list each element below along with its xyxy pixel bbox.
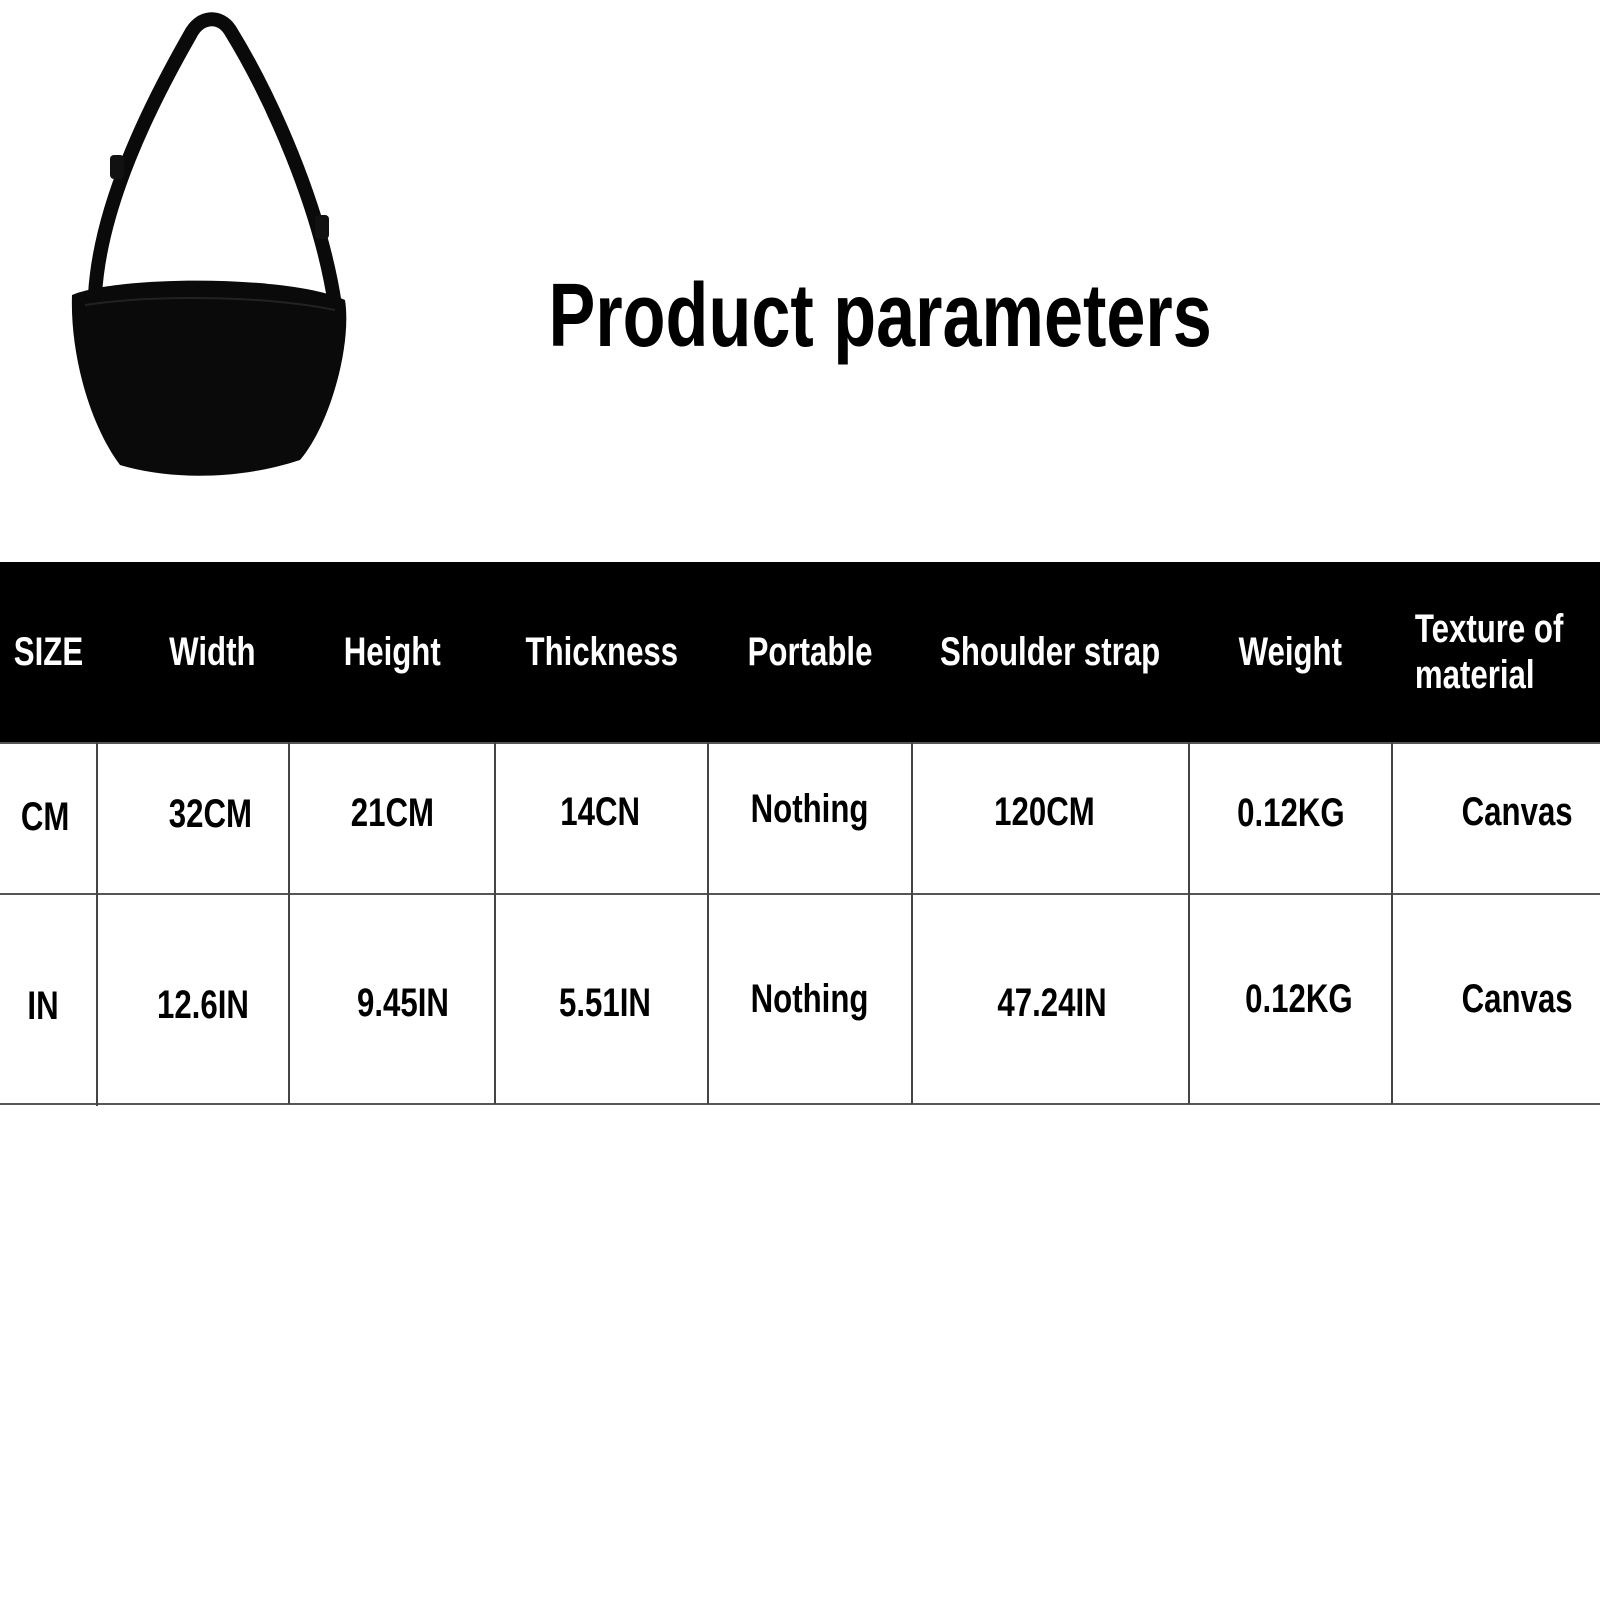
cell-portable: Nothing (708, 893, 912, 1105)
cell-unit: CM (0, 742, 90, 893)
cell-thickness: 14CN (495, 742, 705, 882)
header-width: Width (97, 562, 327, 742)
header-size: SIZE (0, 562, 97, 742)
cell-portable: Nothing (708, 742, 912, 877)
page-title-text: Product parameters (548, 266, 1212, 366)
cell-thickness: 5.51IN (495, 893, 715, 1113)
column-divider (1188, 742, 1190, 1104)
cell-text: Nothing (751, 787, 869, 831)
cell-text: Height (343, 629, 441, 674)
cell-text: Width (169, 629, 256, 674)
cell-texture: Canvas (1392, 893, 1600, 1105)
cell-weight: 0.12KG (1189, 742, 1392, 884)
cell-unit: IN (0, 893, 86, 1119)
product-image-bag (71, 12, 347, 476)
cell-text: Weight (1238, 629, 1343, 674)
cell-weight: 0.12KG (1189, 893, 1409, 1105)
cell-text: Thickness (525, 629, 678, 674)
cell-texture: Canvas (1392, 742, 1600, 882)
cell-text: Canvas (1461, 976, 1573, 1021)
cell-text: 21CM (350, 790, 434, 835)
table-header: SIZE Width Height Thickness Portable Sho… (0, 562, 1600, 742)
header-shoulder-strap: Shoulder strap (912, 562, 1189, 742)
header-thickness: Thickness (495, 562, 708, 742)
cell-text: Canvas (1461, 789, 1573, 834)
cell-shoulder-strap: 47.24IN (912, 893, 1192, 1113)
row-divider (0, 742, 1600, 744)
cell-text: Portable (747, 629, 873, 674)
header-height: Height (289, 562, 495, 742)
cell-shoulder-strap: 120CM (912, 742, 1177, 882)
cell-text: CM (20, 795, 70, 839)
cell-text: Nothing (751, 976, 869, 1021)
header-portable: Portable (708, 562, 912, 742)
page-title: Product parameters (430, 265, 1330, 368)
header-texture: Texture of material (1392, 562, 1600, 742)
cell-text: 5.51IN (559, 980, 651, 1025)
cell-height: 21CM (289, 742, 495, 884)
cell-text: 120CM (994, 789, 1095, 834)
row-divider (0, 893, 1600, 895)
cell-text: 14CN (560, 789, 640, 834)
header-weight: Weight (1189, 562, 1392, 742)
cell-text: 0.12KG (1236, 790, 1345, 835)
cell-height: 9.45IN (289, 893, 516, 1113)
cell-text: 32CM (168, 792, 253, 836)
cell-width: 12.6IN (97, 893, 309, 1117)
cell-text: 9.45IN (356, 980, 449, 1025)
cell-text: SIZE (13, 629, 84, 674)
column-divider (494, 742, 496, 1104)
cell-text: Texture of material (1414, 607, 1564, 697)
column-divider (911, 742, 913, 1104)
cell-text: Shoulder strap (940, 629, 1161, 674)
column-divider (1391, 742, 1393, 1104)
column-divider (707, 742, 709, 1104)
column-divider (96, 742, 98, 1106)
cell-width: 32CM (97, 742, 324, 887)
row-divider (0, 1103, 1600, 1105)
column-divider (288, 742, 290, 1104)
cell-text: 47.24IN (997, 980, 1107, 1025)
cell-text: 12.6IN (157, 982, 249, 1027)
cell-text: IN (27, 983, 59, 1028)
cell-text: 0.12KG (1245, 976, 1353, 1021)
